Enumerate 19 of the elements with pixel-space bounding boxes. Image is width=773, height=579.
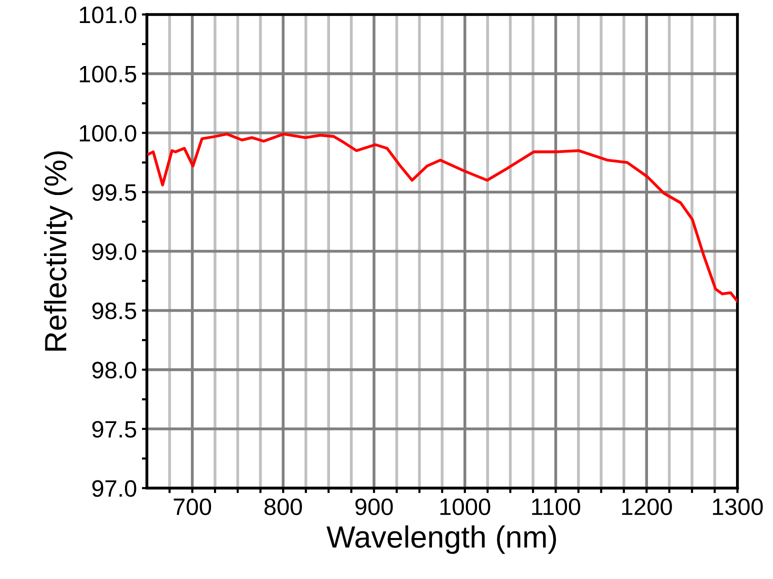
- y-tick-label: 98.0: [92, 362, 136, 378]
- x-axis-title: Wavelength (nm): [326, 525, 556, 554]
- x-tick-label: 800: [264, 498, 302, 516]
- line-series: [147, 132, 738, 302]
- x-tick-label: 1200: [622, 498, 672, 516]
- y-axis-title: Reflectivity (%): [44, 151, 73, 351]
- x-tick-label: 1000: [440, 498, 490, 516]
- y-tick-label: 99.5: [92, 184, 136, 201]
- y-tick-label: 97.5: [92, 420, 136, 438]
- y-tick-label: 97.0: [92, 480, 136, 497]
- x-tick-label: 700: [174, 498, 212, 516]
- y-tick-label: 101.0: [80, 6, 136, 24]
- y-tick-label: 98.5: [92, 302, 136, 320]
- x-tick-label: 900: [355, 498, 393, 516]
- y-tick-label: 100.5: [80, 66, 136, 82]
- y-tick-label: 100.0: [80, 124, 136, 142]
- x-tick-label: 1100: [532, 498, 580, 516]
- y-tick-label: 99.0: [92, 243, 136, 260]
- x-tick-label: 1300: [712, 498, 763, 516]
